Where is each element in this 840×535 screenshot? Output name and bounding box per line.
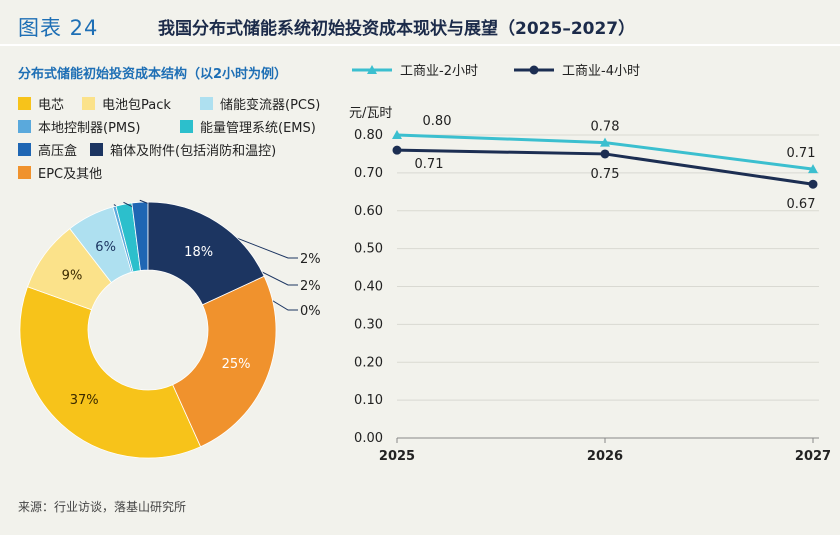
legend-item: 电芯 <box>18 94 64 113</box>
series-marker <box>392 145 402 155</box>
data-label: 0.71 <box>415 157 444 172</box>
pie-subtitle: 分布式储能初始投资成本结构（以2小时为例） <box>18 67 288 82</box>
donut-slice <box>147 201 265 306</box>
series-marker <box>600 149 610 159</box>
legend-swatch <box>18 120 31 133</box>
donut-chart: 37% 9% 6% 0% 2% 2% 18% 25% <box>19 199 321 459</box>
legend-swatch <box>90 143 103 156</box>
data-label: 0.78 <box>591 120 620 135</box>
legend-item: 电池包Pack <box>82 94 171 113</box>
slice-label: 2% <box>300 279 321 294</box>
legend-item: 箱体及附件(包括消防和温控) <box>90 140 276 159</box>
legend-label-4h: 工商业-4小时 <box>562 64 640 79</box>
legend-label: 储能变流器(PCS) <box>220 98 321 113</box>
x-tick-label: 2025 <box>379 449 415 464</box>
legend-swatch <box>18 97 31 110</box>
y-tick-label: 0.50 <box>354 242 383 257</box>
figure-title: 我国分布式储能系统初始投资成本现状与展望（2025–2027） <box>158 19 636 39</box>
legend-label: 箱体及附件(包括消防和温控) <box>110 144 277 159</box>
legend-label-2h: 工商业-2小时 <box>400 64 478 79</box>
y-tick-label: 0.00 <box>354 431 383 446</box>
legend-swatch <box>180 120 193 133</box>
legend-label: 本地控制器(PMS) <box>38 121 141 136</box>
legend-swatch <box>18 143 31 156</box>
legend-swatch <box>200 97 213 110</box>
line-chart: 元/瓦时 0.00 0.10 0.20 0.30 0.40 0.50 0.60 0.70 0.80… <box>349 106 831 464</box>
y-axis-label: 元/瓦时 <box>349 106 392 121</box>
legend-series-4h: 工商业-4小时 <box>514 60 640 79</box>
slice-label: 0% <box>300 304 321 319</box>
data-label: 0.80 <box>423 114 452 129</box>
y-tick-label: 0.40 <box>354 280 383 295</box>
y-tick-label: 0.30 <box>354 317 383 332</box>
legend-swatch <box>82 97 95 110</box>
series-marker <box>808 179 818 189</box>
series-marker <box>392 130 402 139</box>
slice-label: 25% <box>222 357 251 372</box>
slice-label: 2% <box>300 252 321 267</box>
legend-label: 高压盒 <box>38 144 78 159</box>
y-tick-label: 0.80 <box>354 128 383 143</box>
slice-label: 9% <box>62 269 83 284</box>
legend-label: EPC及其他 <box>38 167 103 182</box>
source-note: 来源：行业访谈，落基山研究所 <box>18 500 187 514</box>
legend-swatch <box>18 166 31 179</box>
data-label: 0.75 <box>591 167 620 182</box>
legend-item: 本地控制器(PMS) <box>18 117 140 136</box>
legend-label: 电芯 <box>38 98 65 113</box>
x-tick-label: 2027 <box>795 449 831 464</box>
y-tick-label: 0.10 <box>354 393 383 408</box>
slice-label: 37% <box>70 393 99 408</box>
legend-line-circle-icon <box>514 65 554 74</box>
donut-slice <box>172 275 277 448</box>
slice-label: 18% <box>184 245 213 260</box>
data-label: 0.67 <box>787 197 816 212</box>
slice-label: 6% <box>95 240 116 255</box>
legend-item: 储能变流器(PCS) <box>200 94 320 113</box>
legend-line-triangle-icon <box>352 64 392 74</box>
y-tick-label: 0.20 <box>354 355 383 370</box>
series-marker <box>600 137 610 147</box>
legend-item: EPC及其他 <box>18 163 102 182</box>
legend-label: 电池包Pack <box>102 98 171 113</box>
data-label: 0.71 <box>787 146 816 161</box>
legend-label: 能量管理系统(EMS) <box>200 121 316 136</box>
legend-item: 高压盒 <box>18 140 77 159</box>
legend-item: 能量管理系统(EMS) <box>180 117 316 136</box>
y-tick-label: 0.60 <box>354 204 383 219</box>
y-tick-label: 0.70 <box>354 166 383 181</box>
legend-series-2h: 工商业-2小时 <box>352 60 478 79</box>
x-tick-label: 2026 <box>587 449 623 464</box>
series-marker <box>808 164 818 174</box>
figure-label: 图表 24 <box>18 16 99 40</box>
header-divider <box>0 44 840 46</box>
donut-slice <box>19 286 202 459</box>
